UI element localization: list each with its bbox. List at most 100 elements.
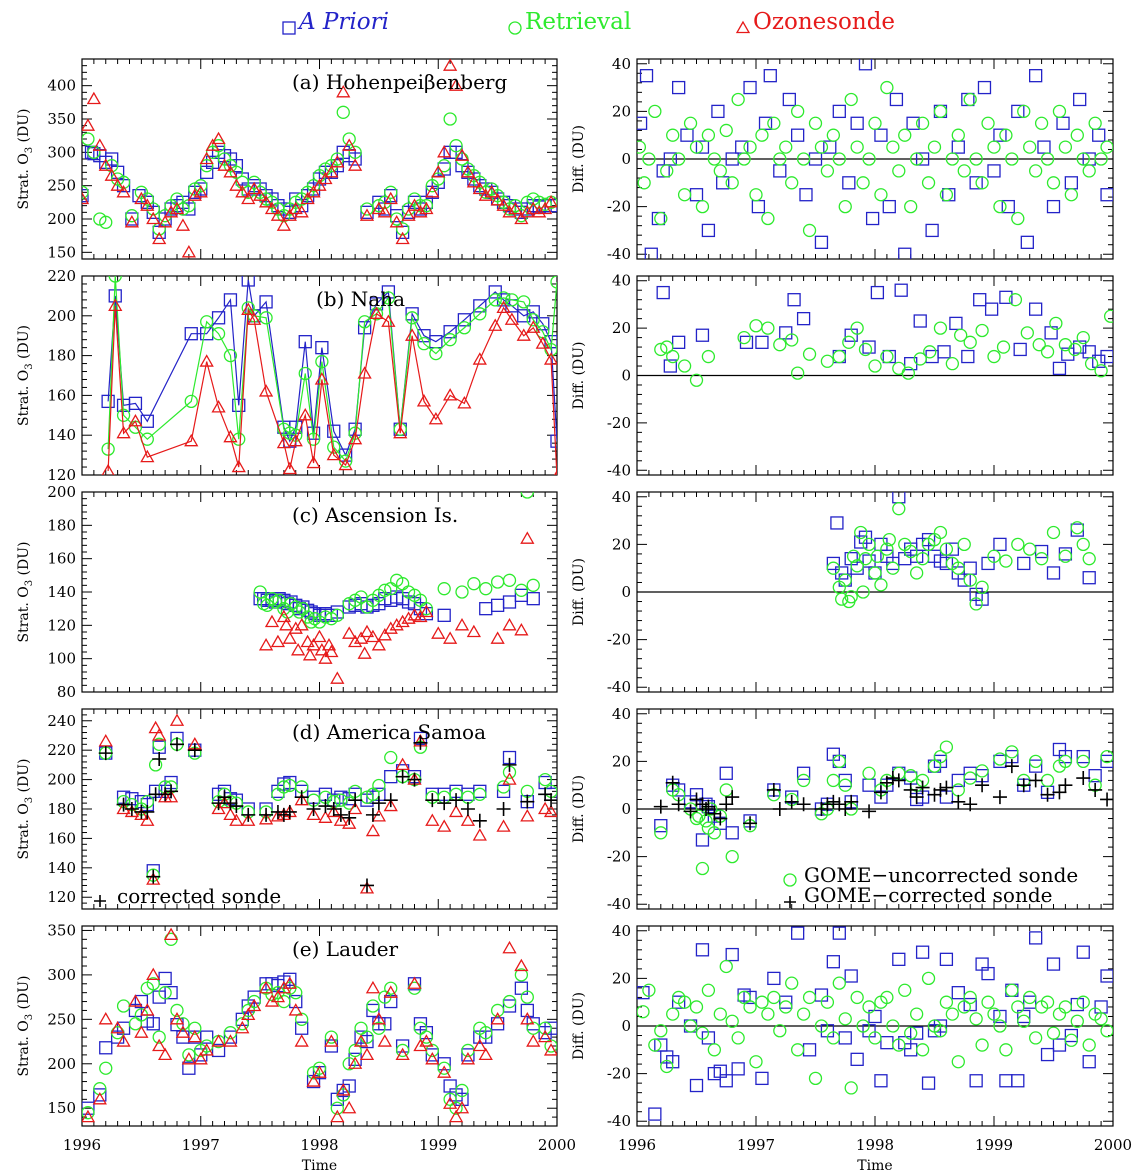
data-point [181, 245, 196, 258]
data-point [862, 1000, 876, 1014]
data-point [1068, 342, 1082, 357]
data-point [1100, 749, 1113, 764]
data-point [981, 995, 995, 1009]
y-axis-label: Strat. O3 (DU) [16, 758, 35, 859]
data-point [921, 971, 936, 986]
data-point [170, 1003, 184, 1018]
data-point [1017, 104, 1031, 119]
data-point [395, 231, 410, 245]
data-point [448, 1109, 464, 1123]
data-point [695, 861, 710, 876]
data-point [488, 318, 503, 331]
data-point [163, 789, 179, 803]
data-point [395, 614, 410, 628]
data-point [683, 804, 698, 819]
data-point [870, 549, 885, 563]
data-point [802, 347, 817, 361]
data-point [279, 618, 294, 631]
data-point [731, 1062, 745, 1076]
data-point [785, 976, 799, 990]
data-point [850, 116, 864, 130]
data-point [791, 926, 805, 940]
data-point [1052, 361, 1067, 376]
data-point [258, 811, 274, 825]
data-point [357, 315, 372, 329]
data-point [395, 1043, 410, 1058]
data-point [1034, 116, 1049, 130]
data-layer [637, 59, 1113, 259]
data-point [235, 1020, 250, 1034]
data-point [637, 986, 650, 1000]
y-axis-label: Strat. O3 (DU) [16, 541, 35, 642]
data-point [1064, 1033, 1078, 1047]
data-point [1023, 140, 1037, 154]
data-point [654, 819, 668, 833]
data-point [689, 140, 704, 154]
data-point [312, 629, 327, 643]
data-point [743, 80, 757, 95]
data-point [467, 577, 481, 591]
data-point [1029, 754, 1043, 769]
data-point [677, 359, 692, 373]
data-point [654, 342, 668, 357]
data-point [181, 1052, 196, 1065]
data-point [110, 178, 125, 191]
data-point [229, 799, 244, 814]
data-point [749, 188, 763, 202]
y-tick-label: 180 [47, 800, 76, 818]
y-axis-label: Diff. (DU) [571, 775, 587, 843]
data-point [272, 593, 286, 607]
data-point [187, 743, 202, 758]
data-point [259, 807, 274, 822]
data-point [502, 205, 517, 218]
data-point [1100, 140, 1113, 154]
data-point [82, 1106, 95, 1120]
data-point [707, 1043, 721, 1057]
data-point [82, 1109, 96, 1123]
data-point [838, 199, 852, 214]
data-point [241, 813, 256, 826]
data-point [1082, 164, 1096, 178]
data-point [104, 168, 119, 181]
series-a-priori [637, 926, 1113, 1121]
data-point [288, 1003, 303, 1016]
data-point [939, 952, 954, 966]
data-point [405, 328, 420, 341]
data-point [395, 769, 410, 784]
data-point [146, 872, 161, 885]
data-point [520, 1003, 534, 1018]
data-point [99, 1061, 113, 1075]
data-point [796, 311, 811, 326]
data-point [844, 590, 858, 604]
data-point [642, 152, 656, 166]
data-point [324, 165, 339, 178]
data-point [128, 413, 143, 427]
data-point [823, 140, 837, 154]
data-point [348, 634, 363, 648]
data-point [773, 1024, 787, 1038]
data-point [856, 585, 870, 599]
data-point [148, 720, 163, 734]
data-point [443, 1096, 458, 1109]
data-point [842, 335, 856, 349]
y-tick-label: 250 [47, 177, 76, 195]
data-point [508, 201, 523, 215]
data-point [336, 1083, 351, 1096]
data-point [782, 92, 796, 107]
data-point [1076, 771, 1091, 786]
data-point [163, 927, 179, 941]
corrected-label: GOME−corrected sonde [804, 883, 1052, 907]
data-point [915, 116, 930, 130]
data-point [502, 618, 517, 631]
x-axis-labels: 1996 1997 1998 1999 2000 Time 1996 1997 1998 1999… [63, 1136, 1132, 1174]
data-point [472, 181, 487, 195]
y-axis-label: Diff. (DU) [571, 125, 587, 193]
data-point [365, 807, 380, 822]
data-point [140, 1003, 155, 1016]
data-point [923, 345, 937, 359]
data-point [975, 778, 990, 793]
y-tick-label: 200 [47, 483, 76, 501]
data-point [1008, 293, 1023, 307]
data-point [868, 1009, 882, 1024]
data-point [1011, 1074, 1025, 1088]
